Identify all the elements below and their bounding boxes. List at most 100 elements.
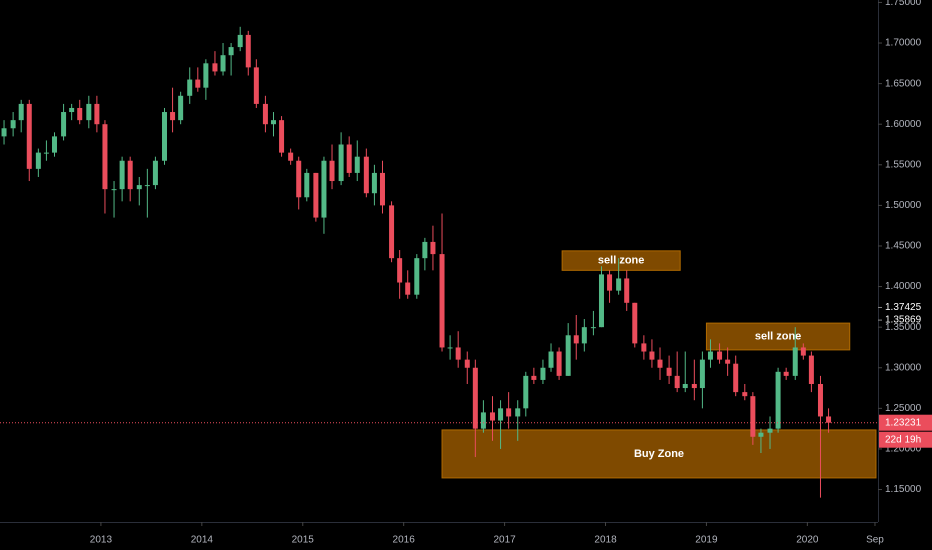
candle-body — [405, 282, 411, 295]
candle-body — [455, 347, 461, 360]
candle-body — [270, 120, 276, 125]
candle-body — [742, 392, 748, 397]
candle-body — [632, 302, 638, 344]
x-tick-label: 2020 — [796, 535, 819, 546]
candle-body — [94, 103, 100, 125]
candle-body — [775, 371, 781, 429]
candle-body — [228, 47, 234, 56]
y-tick-label: 1.75000 — [885, 0, 922, 8]
candle-body — [733, 363, 739, 393]
candle-body — [565, 335, 571, 376]
candle-body — [102, 124, 108, 190]
y-tick-label: 1.50000 — [885, 200, 922, 211]
candle-body — [354, 156, 360, 173]
candle-body — [489, 412, 495, 421]
x-tick-label: 2017 — [493, 535, 516, 546]
candle-body — [69, 107, 75, 113]
candle-body — [430, 241, 436, 255]
candle-body — [767, 428, 773, 433]
candle-body — [699, 359, 705, 389]
x-tick-label: 2019 — [695, 535, 718, 546]
candle-body — [119, 160, 125, 190]
candle-body — [10, 120, 16, 129]
price-label: 1.35869 — [885, 315, 922, 326]
candle-body — [556, 351, 562, 376]
y-tick-label: 1.30000 — [885, 362, 922, 373]
candle-body — [195, 79, 201, 88]
candle-body — [253, 67, 259, 104]
candle-body — [338, 144, 344, 182]
y-tick-label: 1.55000 — [885, 159, 922, 170]
last-price-label: 1.23231 — [885, 417, 922, 428]
candle-body — [480, 412, 486, 429]
candle-body — [111, 189, 117, 191]
candle-body — [590, 327, 596, 329]
y-tick-label: 1.25000 — [885, 403, 922, 414]
zone — [705, 322, 851, 351]
candle-body — [674, 375, 680, 389]
candle-body — [397, 258, 403, 283]
candle-body — [18, 103, 24, 121]
candle-body — [414, 258, 420, 295]
candle-body — [170, 112, 176, 121]
last-price-box — [879, 414, 932, 431]
candle-body — [717, 351, 723, 360]
candle-body — [329, 160, 335, 182]
x-tick-label: 2015 — [292, 535, 315, 546]
countdown-box — [879, 431, 932, 448]
candle-body — [666, 367, 672, 376]
candle-body — [506, 408, 512, 417]
candle-body — [262, 103, 268, 125]
y-tick-label: 1.35000 — [885, 322, 922, 333]
candle-body — [379, 172, 385, 206]
x-tick-label: 2018 — [594, 535, 617, 546]
candle-body — [152, 160, 158, 186]
x-tick-label: 2014 — [191, 535, 214, 546]
candle-body — [750, 396, 756, 437]
candle-body — [691, 383, 697, 389]
candle-body — [641, 343, 647, 352]
candle-body — [203, 63, 209, 88]
candle-body — [43, 152, 49, 154]
candle-body — [624, 278, 630, 303]
candle-body — [245, 34, 251, 68]
candle-body — [127, 160, 133, 190]
zone-label: sell zone — [755, 330, 801, 342]
zone — [561, 250, 681, 271]
candle-body — [607, 274, 613, 291]
candle-body — [515, 408, 521, 417]
candle-body — [363, 156, 369, 194]
candle-body — [531, 375, 537, 380]
y-tick-label: 1.70000 — [885, 38, 922, 49]
candle-body — [26, 103, 32, 169]
x-tick-label: Sep — [866, 535, 884, 546]
y-tick-label: 1.20000 — [885, 444, 922, 455]
candle-body — [51, 136, 57, 153]
candle-body — [581, 327, 587, 344]
candle-body — [707, 351, 713, 360]
candle-body — [220, 55, 226, 72]
candle-body — [573, 335, 579, 344]
candle-body — [498, 408, 504, 421]
candle-body — [826, 416, 832, 423]
candle-body — [279, 120, 285, 153]
candle-body — [472, 367, 478, 429]
price-label: 1.37425 — [885, 302, 922, 313]
x-tick-label: 2016 — [393, 535, 416, 546]
zone-label: Buy Zone — [634, 448, 684, 460]
candle-body — [1, 128, 7, 137]
candle-body — [61, 112, 67, 137]
candle-body — [321, 160, 327, 218]
candle-body — [144, 185, 150, 187]
candle-body — [548, 351, 554, 368]
candle-body — [161, 112, 167, 161]
candle-body — [682, 383, 688, 389]
candle-body — [212, 63, 218, 72]
candle-body — [783, 371, 789, 376]
candle-body — [464, 359, 470, 368]
candle-body — [178, 95, 184, 121]
y-tick-label: 1.60000 — [885, 119, 922, 130]
y-tick-label: 1.40000 — [885, 281, 922, 292]
